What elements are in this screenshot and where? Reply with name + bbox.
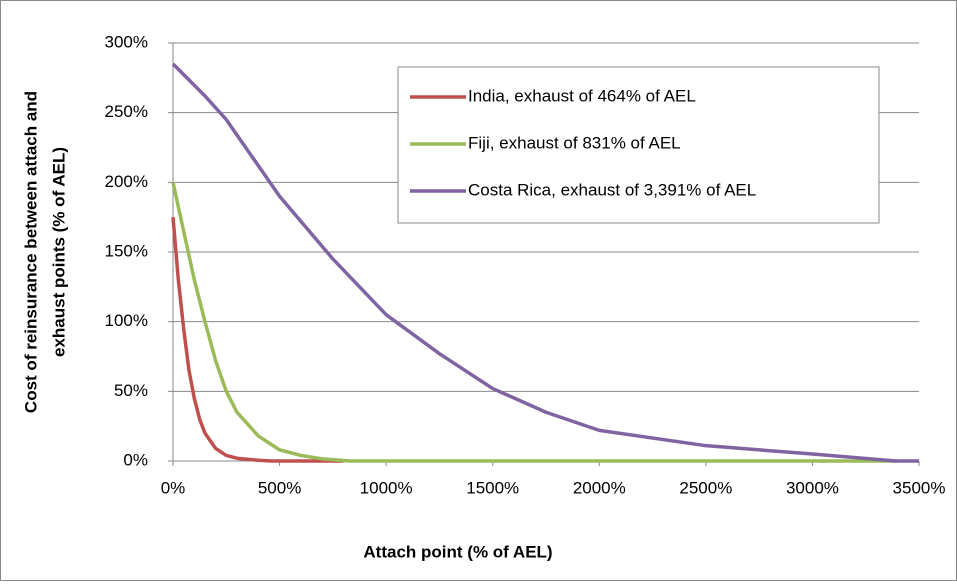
y-tick-label: 300% — [105, 32, 148, 51]
y-tick-label: 50% — [114, 381, 148, 400]
x-tick-label: 0% — [161, 478, 186, 497]
x-tick-label: 2500% — [679, 478, 732, 497]
x-tick-label: 3500% — [893, 478, 946, 497]
legend-box — [397, 66, 880, 224]
series-line — [171, 181, 898, 463]
y-tick-label: 150% — [105, 241, 148, 260]
y-tick-label: 0% — [123, 450, 148, 469]
y-tick-label: 250% — [105, 102, 148, 121]
x-tick-label: 1000% — [360, 478, 413, 497]
series-line — [171, 62, 919, 463]
y-tick-label: 100% — [105, 311, 148, 330]
legend-label: Costa Rica, exhaust of 3,391% of AEL — [468, 180, 756, 199]
x-axis-label: Attach point (% of AEL) — [363, 542, 552, 561]
x-tick-label: 3000% — [786, 478, 839, 497]
y-axis-label-line: exhaust points (% of AEL) — [49, 147, 68, 357]
x-tick-label: 1500% — [466, 478, 519, 497]
y-axis-label-line: Cost of reinsurance between attach and — [21, 91, 40, 413]
series-line — [171, 217, 344, 463]
x-tick-label: 500% — [258, 478, 301, 497]
legend-label: India, exhaust of 464% of AEL — [468, 86, 696, 105]
y-axis-label: Cost of reinsurance between attach and e… — [21, 91, 68, 413]
legend-label: Fiji, exhaust of 831% of AEL — [468, 133, 681, 152]
y-tick-label: 200% — [105, 172, 148, 191]
x-tick-label: 2000% — [573, 478, 626, 497]
